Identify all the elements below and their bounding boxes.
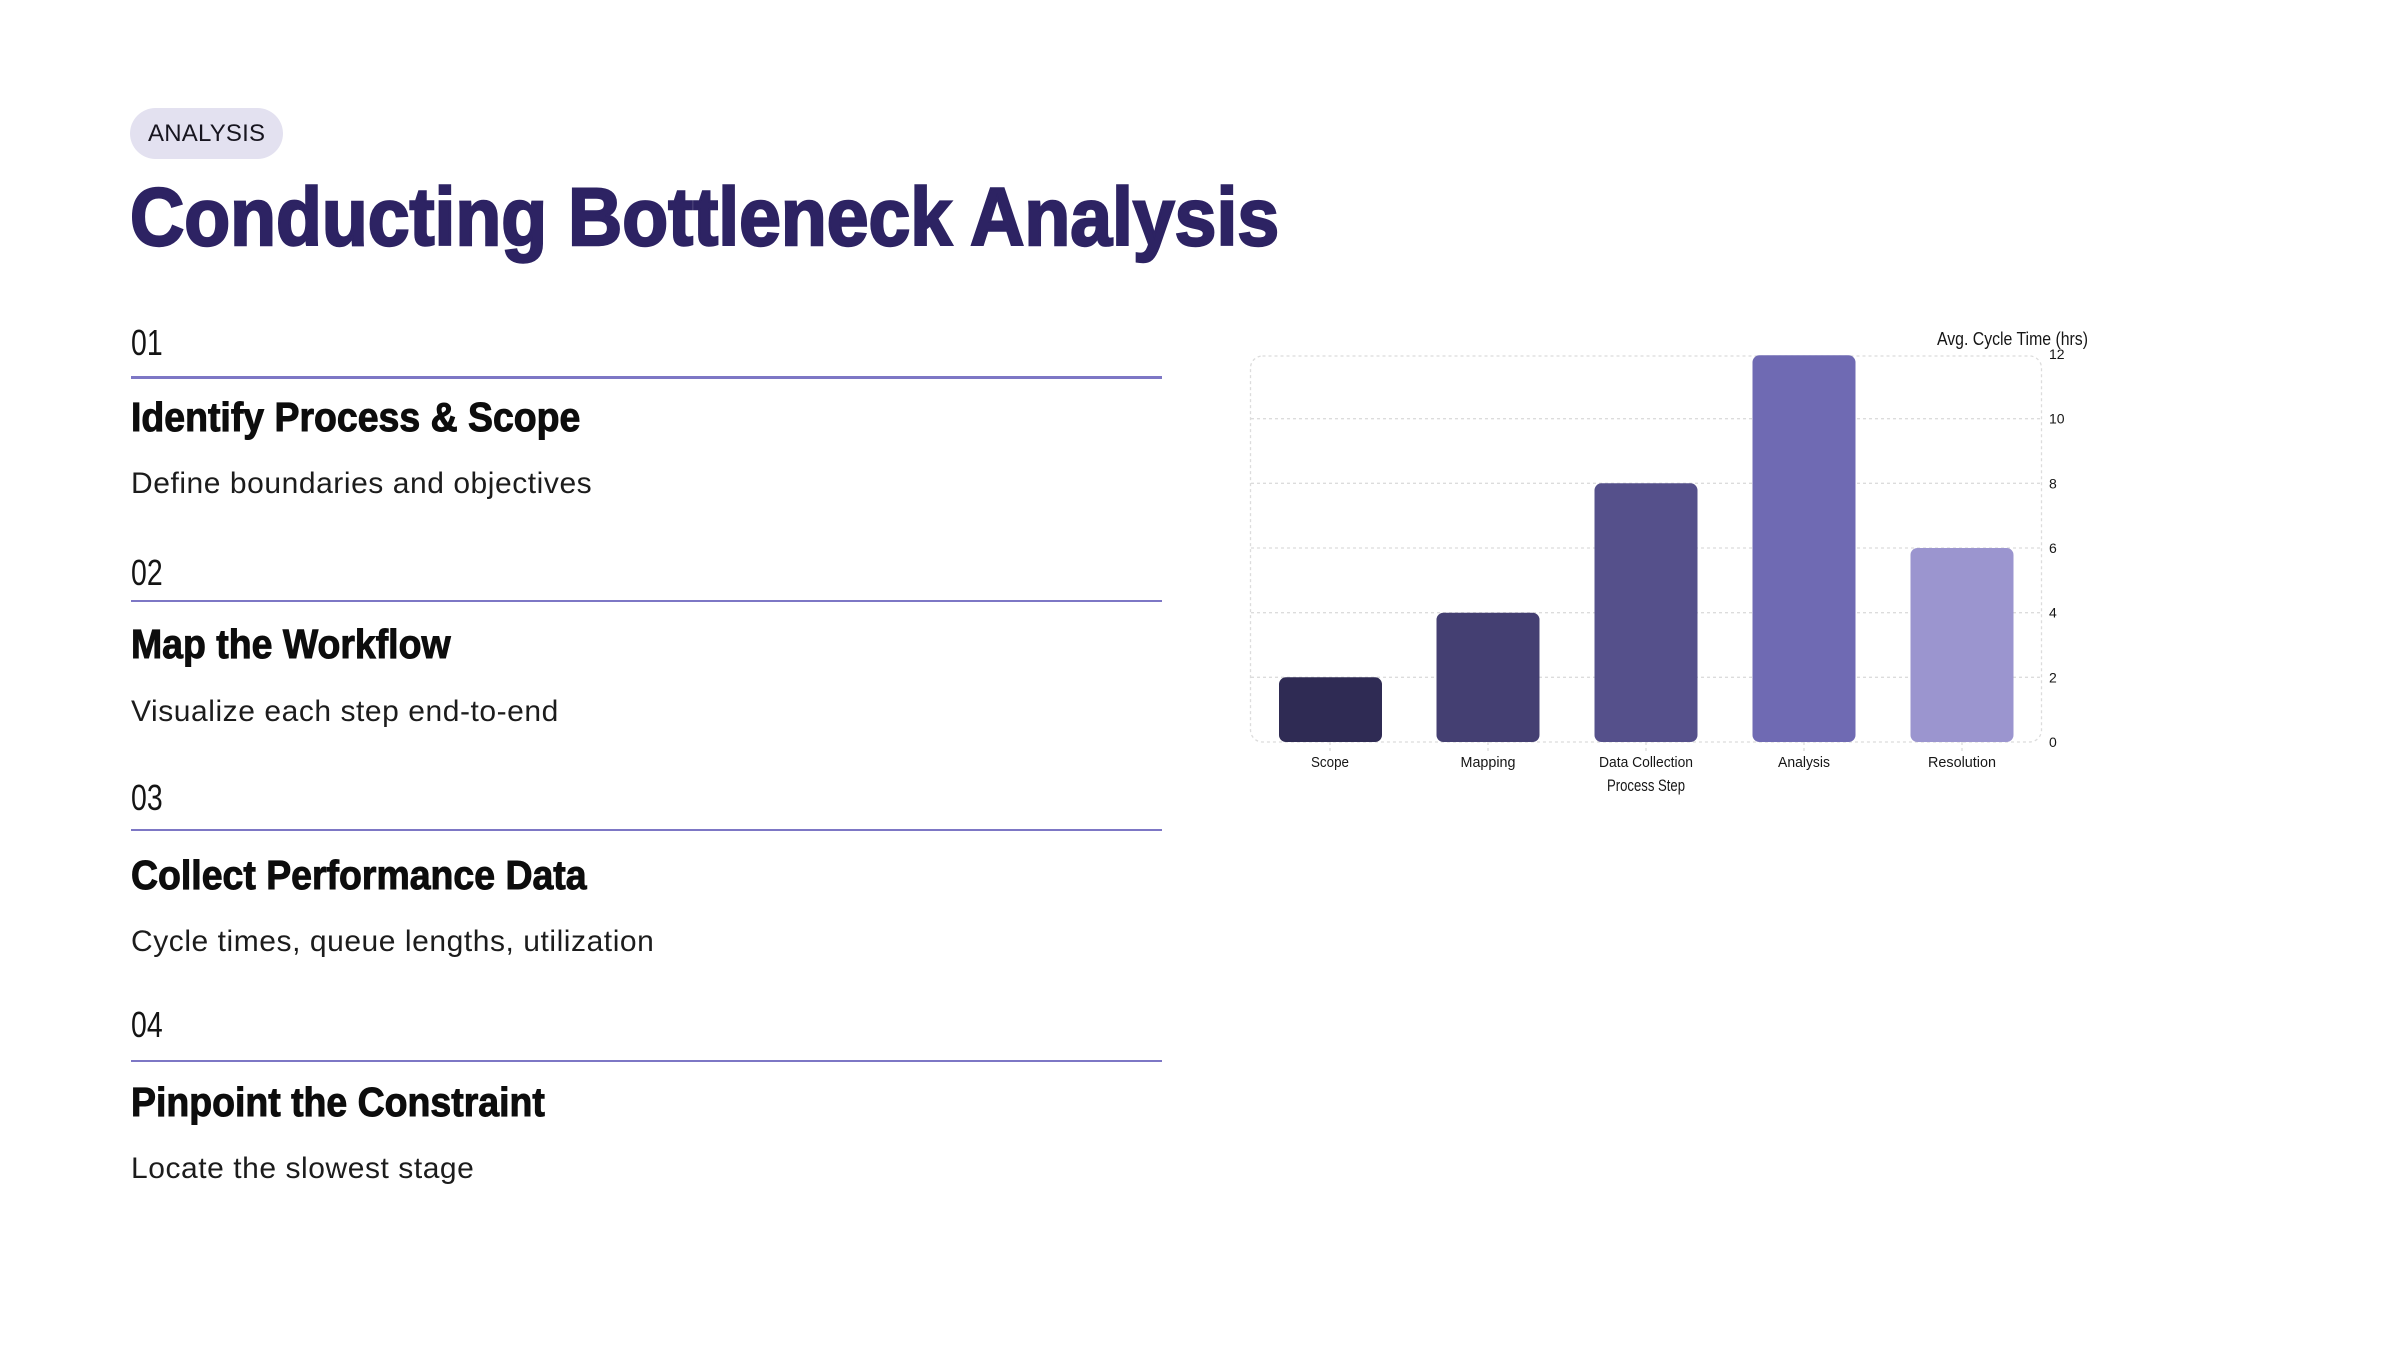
svg-text:Data Collection: Data Collection — [1599, 754, 1693, 771]
svg-text:Analysis: Analysis — [1778, 754, 1830, 771]
svg-text:0: 0 — [2049, 734, 2057, 750]
svg-text:Scope: Scope — [1311, 754, 1349, 771]
svg-text:10: 10 — [2049, 411, 2065, 427]
svg-text:Resolution: Resolution — [1928, 754, 1996, 771]
svg-text:Process Step: Process Step — [1607, 776, 1685, 795]
svg-text:2: 2 — [2049, 669, 2057, 685]
svg-text:Avg. Cycle Time (hrs): Avg. Cycle Time (hrs) — [1937, 328, 2088, 349]
svg-text:4: 4 — [2049, 605, 2057, 621]
svg-text:Mapping: Mapping — [1461, 754, 1516, 771]
svg-text:12: 12 — [2049, 346, 2065, 362]
svg-text:6: 6 — [2049, 540, 2057, 556]
svg-text:8: 8 — [2049, 475, 2057, 491]
